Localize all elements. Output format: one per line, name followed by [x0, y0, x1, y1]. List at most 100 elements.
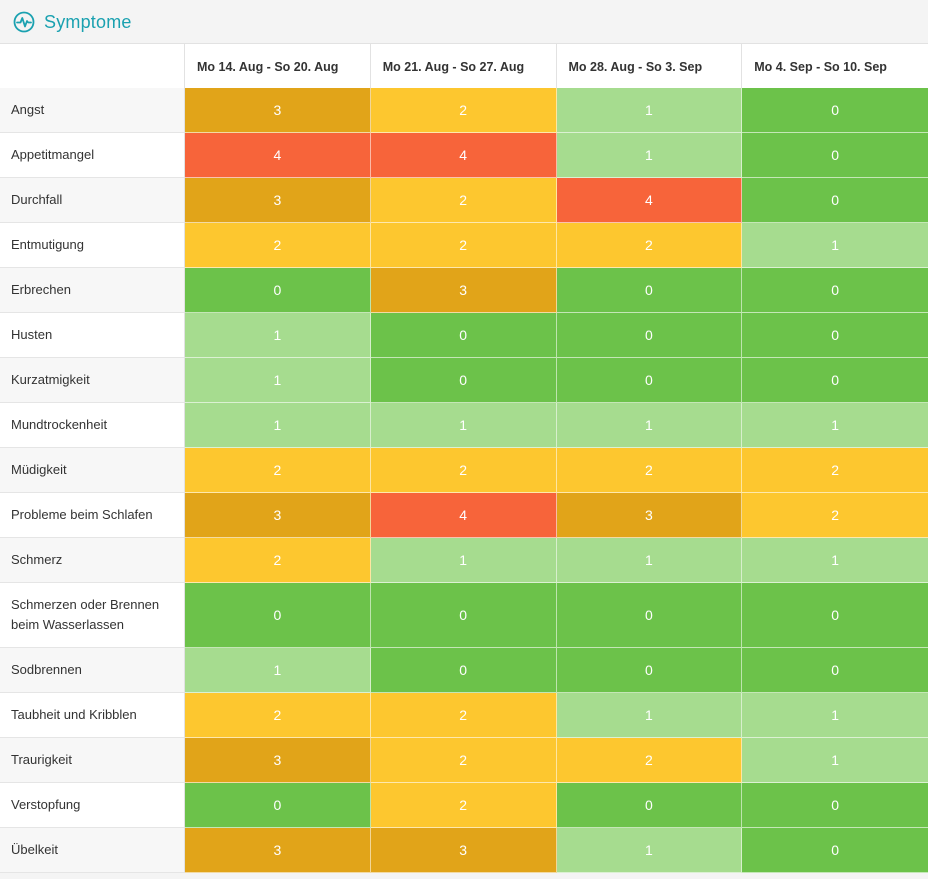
table-row: Mundtrockenheit 1 1 1 1: [0, 403, 928, 448]
table-row: Entmutigung 2 2 2 1: [0, 223, 928, 268]
symptom-score-cell: 2: [185, 448, 371, 493]
table-row: Schmerzen oder Brennen beim Wasserlassen…: [0, 583, 928, 648]
symptom-score-cell: 0: [370, 313, 557, 358]
symptom-score-cell: 0: [556, 783, 743, 828]
table-row: Übelkeit 3 3 1 0: [0, 828, 928, 873]
symptom-score-cell: 0: [742, 783, 928, 828]
table-row: Appetitmangel 4 4 1 0: [0, 133, 928, 178]
symptom-label: Mundtrockenheit: [0, 403, 185, 448]
symptom-score-cell: 1: [742, 738, 928, 783]
symptom-score-cell: 0: [185, 268, 371, 313]
symptom-score-cell: 4: [370, 133, 557, 178]
symptom-score-cell: 3: [370, 268, 557, 313]
symptom-label: Entmutigung: [0, 223, 185, 268]
symptom-score-cell: 1: [556, 403, 743, 448]
symptom-score-cell: 1: [185, 313, 371, 358]
symptom-score-cell: 0: [556, 583, 743, 648]
symptom-score-cell: 3: [185, 88, 371, 133]
symptom-score-cell: 2: [742, 493, 928, 538]
table-row: Taubheit und Kribblen 2 2 1 1: [0, 693, 928, 738]
symptom-score-cell: 1: [370, 403, 557, 448]
symptom-score-cell: 1: [556, 88, 743, 133]
symptom-score-cell: 2: [370, 448, 557, 493]
symptom-score-cell: 0: [742, 133, 928, 178]
symptom-score-cell: 1: [742, 693, 928, 738]
symptom-label: Kurzatmigkeit: [0, 358, 185, 403]
table-row: Schmerz 2 1 1 1: [0, 538, 928, 583]
panel-header: Symptome: [0, 0, 928, 44]
column-header: Mo 14. Aug - So 20. Aug: [185, 44, 371, 88]
table-row: Sodbrennen 1 0 0 0: [0, 648, 928, 693]
table-row: Probleme beim Schlafen 3 4 3 2: [0, 493, 928, 538]
symptom-label: Appetitmangel: [0, 133, 185, 178]
symptom-score-cell: 1: [185, 403, 371, 448]
table-row: Verstopfung 0 2 0 0: [0, 783, 928, 828]
symptom-score-cell: 2: [185, 538, 371, 583]
symptom-score-cell: 2: [370, 693, 557, 738]
symptom-label: Husten: [0, 313, 185, 358]
symptom-score-cell: 4: [556, 178, 743, 223]
symptom-score-cell: 0: [742, 88, 928, 133]
symptom-score-cell: 2: [370, 223, 557, 268]
symptom-label: Schmerz: [0, 538, 185, 583]
symptom-score-cell: 0: [370, 358, 557, 403]
symptom-score-cell: 2: [556, 223, 743, 268]
symptom-score-cell: 0: [742, 828, 928, 873]
symptom-score-cell: 0: [742, 178, 928, 223]
symptom-score-cell: 0: [185, 783, 371, 828]
symptom-score-cell: 4: [370, 493, 557, 538]
symptom-label: Traurigkeit: [0, 738, 185, 783]
symptom-score-cell: 0: [556, 358, 743, 403]
table-row: Durchfall 3 2 4 0: [0, 178, 928, 223]
symptom-score-cell: 2: [370, 783, 557, 828]
symptom-score-cell: 0: [185, 583, 371, 648]
table-row: Müdigkeit 2 2 2 2: [0, 448, 928, 493]
column-header: Mo 4. Sep - So 10. Sep: [742, 44, 928, 88]
symptom-score-cell: 0: [742, 268, 928, 313]
table-row: Husten 1 0 0 0: [0, 313, 928, 358]
symptom-score-cell: 0: [742, 583, 928, 648]
symptom-score-cell: 3: [185, 828, 371, 873]
table-header-row: Mo 14. Aug - So 20. Aug Mo 21. Aug - So …: [0, 43, 928, 88]
symptom-label: Angst: [0, 88, 185, 133]
table-row: Kurzatmigkeit 1 0 0 0: [0, 358, 928, 403]
symptom-score-cell: 4: [185, 133, 371, 178]
symptom-score-cell: 2: [185, 223, 371, 268]
symptom-score-cell: 3: [185, 178, 371, 223]
symptom-label: Durchfall: [0, 178, 185, 223]
symptom-score-cell: 0: [742, 648, 928, 693]
symptom-score-cell: 0: [742, 313, 928, 358]
symptom-score-cell: 0: [556, 268, 743, 313]
symptom-score-cell: 0: [370, 648, 557, 693]
table-row: Erbrechen 0 3 0 0: [0, 268, 928, 313]
symptom-score-cell: 2: [370, 88, 557, 133]
panel-title: Symptome: [44, 11, 132, 32]
symptom-score-cell: 1: [370, 538, 557, 583]
symptom-score-cell: 2: [370, 178, 557, 223]
symptom-score-cell: 0: [370, 583, 557, 648]
symptom-label: Probleme beim Schlafen: [0, 493, 185, 538]
symptom-label: Verstopfung: [0, 783, 185, 828]
symptom-score-cell: 2: [742, 448, 928, 493]
symptom-score-cell: 1: [185, 358, 371, 403]
symptom-score-cell: 0: [742, 358, 928, 403]
symptom-score-cell: 2: [556, 738, 743, 783]
symptom-score-cell: 1: [556, 693, 743, 738]
symptom-label: Müdigkeit: [0, 448, 185, 493]
symptom-score-cell: 1: [742, 538, 928, 583]
symptom-label: Taubheit und Kribblen: [0, 693, 185, 738]
symptom-score-cell: 3: [185, 738, 371, 783]
symptom-score-cell: 2: [370, 738, 557, 783]
corner-cell: [0, 44, 185, 88]
symptom-score-cell: 3: [185, 493, 371, 538]
symptom-label: Erbrechen: [0, 268, 185, 313]
symptom-score-cell: 1: [556, 828, 743, 873]
symptom-score-cell: 0: [556, 648, 743, 693]
symptom-label: Übelkeit: [0, 828, 185, 873]
symptom-score-cell: 1: [742, 403, 928, 448]
symptom-label: Sodbrennen: [0, 648, 185, 693]
symptom-score-cell: 2: [556, 448, 743, 493]
column-header: Mo 21. Aug - So 27. Aug: [370, 44, 557, 88]
symptom-score-cell: 1: [185, 648, 371, 693]
symptom-score-cell: 3: [556, 493, 743, 538]
